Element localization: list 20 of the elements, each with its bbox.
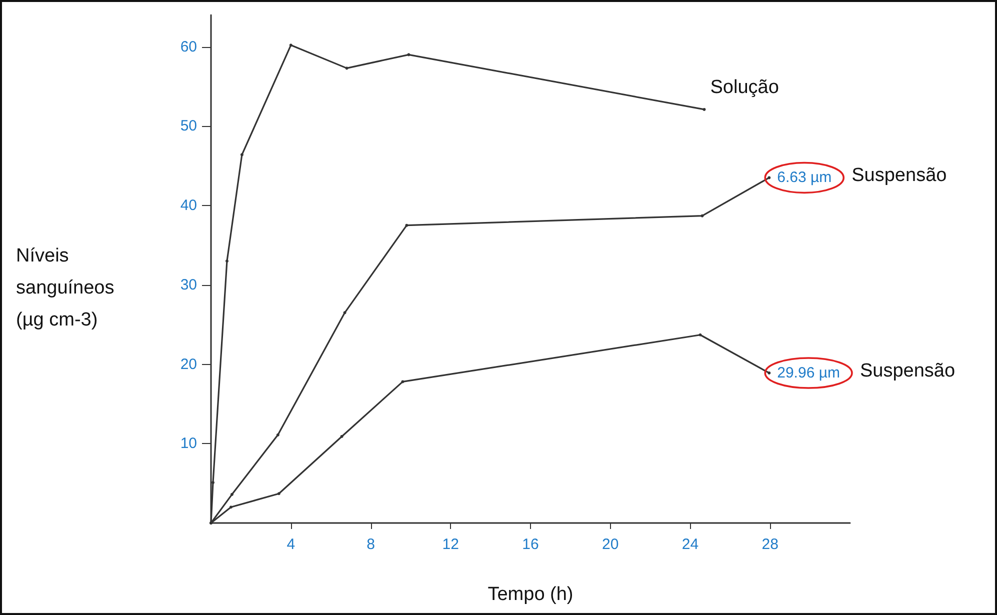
- series-label: Solução: [710, 76, 779, 98]
- y-tick-label: 20: [180, 356, 197, 373]
- y-tick-label: 10: [180, 435, 197, 452]
- x-tick-label: 24: [682, 536, 699, 553]
- x-tick-label: 12: [442, 536, 459, 553]
- y-tick-label: 30: [180, 276, 197, 294]
- text: Suspensão: [852, 165, 947, 186]
- x-tick-label: 16: [522, 536, 539, 553]
- y-tick-label: 50: [180, 118, 197, 135]
- x-tick-label: 4: [286, 536, 296, 553]
- annotation: 6.63 µm: [777, 169, 832, 186]
- y-tick-label: 60: [180, 38, 197, 56]
- annotation: 29.96 µm: [777, 364, 840, 382]
- x-tick-label: 28: [762, 536, 778, 553]
- y-tick-label: 40: [180, 197, 197, 214]
- y-axis-title: Níveis sanguíneos (µg cm-3): [16, 246, 114, 330]
- text: Suspensão: [860, 360, 956, 382]
- x-tick-label: 20: [602, 536, 619, 553]
- x-axis-title: Tempo (h): [488, 584, 574, 605]
- x-tick-label: 8: [366, 536, 375, 553]
